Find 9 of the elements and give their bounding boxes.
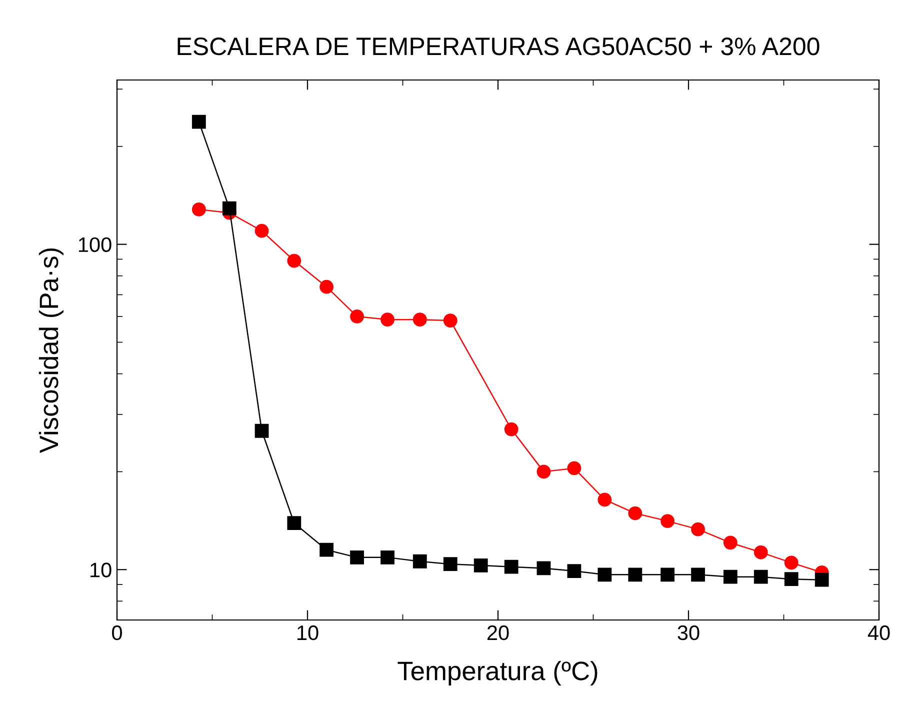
y-axis-title: Viscosidad (Pa·s) (38, 248, 64, 454)
x-tick-label: 20 (487, 625, 509, 640)
chart-title: ESCALERA DE TEMPERATURAS AG50AC50 + 3% A200 (178, 38, 820, 56)
y-tick-label: 100 (78, 237, 112, 252)
x-tick-label: 10 (298, 625, 318, 640)
x-tick-label: 0 (112, 625, 122, 640)
x-tick-label: 30 (678, 625, 700, 640)
x-axis-title: Temperatura (ºC) (398, 660, 598, 686)
x-tick-label: 40 (868, 625, 890, 640)
